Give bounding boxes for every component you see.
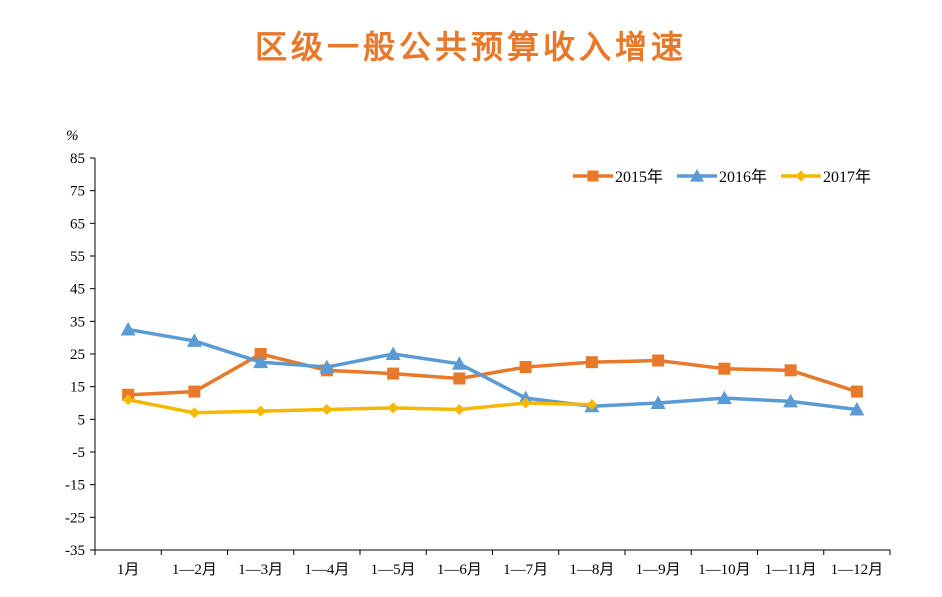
x-tick-label: 1—7月 [503, 562, 548, 578]
legend-item: 2017年 [781, 168, 871, 186]
y-tick-label: 5 [78, 412, 86, 428]
x-tick-label: 1—6月 [437, 562, 482, 578]
legend-marker [587, 170, 599, 182]
series-line [128, 352, 858, 397]
data-point [784, 364, 797, 377]
x-tick-label: 1—11月 [765, 562, 817, 578]
x-tick-label: 1—9月 [636, 562, 681, 578]
y-tick-label: 55 [70, 249, 85, 265]
legend-label: 2016年 [719, 168, 767, 186]
x-tick-label: 1—4月 [304, 562, 349, 578]
y-tick-label: -5 [73, 445, 86, 461]
legend-marker [690, 169, 704, 182]
legend-label: 2017年 [823, 168, 871, 186]
data-point [650, 395, 666, 409]
data-point [716, 390, 732, 405]
data-point [718, 362, 731, 375]
x-tick-label: 1—10月 [698, 562, 751, 578]
series-2015年 [122, 348, 863, 401]
data-point [385, 346, 401, 360]
y-tick-label: 15 [70, 380, 85, 396]
data-point [120, 322, 136, 336]
data-point [254, 348, 267, 360]
legend-marker [795, 170, 807, 182]
y-tick-label: 35 [70, 314, 85, 330]
data-point [253, 354, 269, 369]
data-point [453, 404, 465, 416]
data-point [850, 385, 863, 398]
data-point [585, 356, 598, 369]
data-point [783, 393, 799, 408]
series-line [127, 398, 592, 415]
series-2016年 [120, 322, 865, 416]
legend: 2015年 2016年 2017年 [573, 168, 871, 186]
y-tick-label: 85 [70, 151, 85, 167]
y-tick-label: 75 [70, 184, 85, 200]
data-point [519, 361, 532, 374]
data-point [453, 372, 466, 385]
data-point [518, 390, 534, 405]
data-point [652, 354, 665, 367]
data-point [586, 399, 598, 411]
data-point [387, 402, 399, 414]
y-tick-label: -15 [65, 478, 85, 494]
series-line [127, 327, 858, 412]
x-tick-label: 1—5月 [371, 562, 416, 578]
legend-item: 2015年 [573, 168, 663, 186]
y-tick-label: 45 [70, 282, 85, 298]
data-point [451, 356, 467, 370]
data-point [188, 407, 200, 419]
series-2017年 [122, 394, 598, 419]
data-point [849, 402, 865, 416]
x-tick-label: 1月 [117, 562, 140, 578]
data-point [255, 405, 267, 417]
x-tick-label: 1—3月 [238, 562, 283, 578]
x-tick-label: 1—2月 [172, 562, 217, 578]
data-point [520, 397, 532, 409]
data-point [188, 385, 201, 398]
legend-label: 2015年 [615, 168, 663, 186]
data-point [387, 367, 400, 380]
chart-title: 区级一般公共预算收入增速 [254, 28, 687, 66]
y-axis-label: % [66, 128, 79, 144]
y-tick-label: -35 [65, 543, 85, 559]
y-tick-label: 65 [70, 216, 85, 232]
data-point [186, 333, 202, 347]
data-point [319, 359, 335, 374]
y-tick-label: -25 [65, 510, 85, 526]
data-point [122, 394, 134, 406]
x-tick-label: 1—8月 [569, 562, 614, 578]
legend-item: 2016年 [677, 168, 767, 186]
x-tick-label: 1—12月 [831, 562, 884, 578]
data-point [321, 404, 333, 416]
y-tick-label: 25 [70, 347, 85, 363]
